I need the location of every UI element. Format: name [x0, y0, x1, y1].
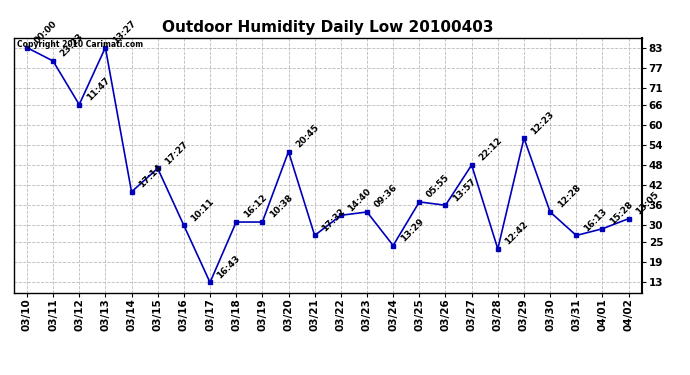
Text: 17:32: 17:32	[320, 207, 347, 233]
Text: 10:38: 10:38	[268, 194, 295, 220]
Text: 13:27: 13:27	[111, 19, 137, 45]
Text: 15:28: 15:28	[608, 200, 635, 226]
Text: 17:27: 17:27	[164, 140, 190, 166]
Text: 22:12: 22:12	[477, 136, 504, 163]
Text: 12:42: 12:42	[504, 220, 530, 247]
Text: 12:28: 12:28	[555, 183, 582, 210]
Text: 16:12: 16:12	[241, 193, 268, 220]
Text: 14:40: 14:40	[346, 186, 373, 213]
Text: 16:43: 16:43	[215, 254, 242, 280]
Text: 16:13: 16:13	[582, 207, 609, 233]
Text: 17:14: 17:14	[137, 163, 164, 190]
Text: 10:11: 10:11	[190, 197, 216, 223]
Text: 13:57: 13:57	[451, 176, 477, 203]
Text: 23:23: 23:23	[59, 32, 85, 59]
Text: 05:55: 05:55	[425, 173, 451, 200]
Text: 13:05: 13:05	[634, 190, 661, 216]
Text: 12:23: 12:23	[529, 110, 556, 136]
Text: 20:45: 20:45	[294, 123, 321, 149]
Title: Outdoor Humidity Daily Low 20100403: Outdoor Humidity Daily Low 20100403	[162, 20, 493, 35]
Text: 13:29: 13:29	[399, 217, 426, 243]
Text: 00:00: 00:00	[32, 19, 59, 45]
Text: 09:36: 09:36	[373, 183, 399, 210]
Text: 11:47: 11:47	[85, 76, 112, 102]
Text: Copyright 2010 Carimati.com: Copyright 2010 Carimati.com	[17, 40, 143, 49]
